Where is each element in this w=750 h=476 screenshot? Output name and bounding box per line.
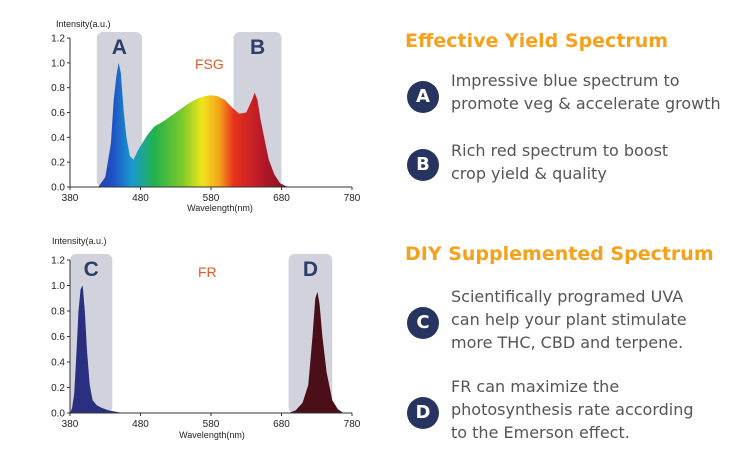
feature-text-d: FR can maximize the photosynthesis rate … [451, 377, 694, 442]
x-axis-label: Wavelength(nm) [187, 203, 253, 213]
x-ticks: 380 480 580 680 780 [62, 413, 361, 430]
x-tick-label: 780 [344, 193, 361, 204]
x-ticks: 380 480 580 680 780 [62, 187, 361, 204]
y-tick-label: 1.2 [51, 34, 65, 45]
x-tick-label: 380 [62, 419, 79, 430]
section-title-effective-yield: Effective Yield Spectrum [405, 30, 669, 52]
y-tick-label: 1.2 [51, 256, 65, 267]
description-panel: Effective Yield Spectrum A Impressive bl… [405, 0, 750, 476]
x-tick-label: 780 [344, 419, 361, 430]
y-tick-label: 0.4 [51, 133, 65, 144]
y-axis-label: Intensity(a.u.) [52, 236, 107, 246]
feature-text-c: Scientifically programed UVA can help yo… [451, 287, 687, 352]
y-ticks: 0.0 0.2 0.4 0.6 0.8 1.0 1.2 [51, 256, 70, 420]
feature-text-a: Impressive blue spectrum to promote veg … [451, 71, 721, 113]
y-tick-label: 0.6 [51, 332, 65, 343]
badge-a: A [407, 81, 439, 113]
y-tick-label: 0.4 [51, 358, 65, 369]
y-tick-label: 0.0 [51, 183, 65, 194]
y-tick-label: 0.2 [51, 158, 65, 169]
feature-item-a: A Impressive blue spectrum to promote ve… [405, 69, 750, 149]
x-tick-label: 580 [203, 419, 220, 430]
feature-item-b: B Rich red spectrum to boost crop yield … [405, 139, 750, 219]
y-tick-label: 0.0 [51, 409, 65, 420]
region-letter-c: C [84, 258, 99, 281]
region-letter-a: A [112, 36, 127, 59]
badge-b: B [407, 149, 439, 181]
y-axis-label: Intensity(a.u.) [56, 19, 111, 29]
region-letter-b: B [250, 36, 265, 59]
x-tick-label: 680 [273, 193, 290, 204]
region-letter-d: D [303, 258, 318, 281]
y-tick-label: 1.0 [51, 58, 65, 69]
chart-tag-fr: FR [198, 264, 217, 280]
spectrum-area-fsg [98, 62, 289, 187]
y-tick-label: 0.2 [51, 383, 65, 394]
chart-tag-fsg: FSG [195, 56, 224, 72]
feature-item-d: D FR can maximize the photosynthesis rat… [405, 375, 750, 455]
y-tick-label: 0.6 [51, 108, 65, 119]
x-tick-label: 580 [203, 193, 220, 204]
feature-text-b: Rich red spectrum to boost crop yield & … [451, 141, 669, 183]
spectrum-peak-uva [70, 285, 123, 413]
x-axis-label: Wavelength(nm) [179, 430, 245, 440]
x-tick-label: 680 [273, 419, 290, 430]
y-tick-label: 1.0 [51, 281, 65, 292]
spectrum-areas-fr [70, 285, 344, 413]
x-tick-label: 380 [62, 193, 79, 204]
y-ticks: 0.0 0.2 0.4 0.6 0.8 1.0 1.2 [51, 34, 70, 194]
x-tick-label: 480 [132, 193, 149, 204]
feature-item-c: C Scientifically programed UVA can help … [405, 285, 750, 365]
section-title-diy-supplemented: DIY Supplemented Spectrum [405, 243, 714, 265]
y-tick-label: 0.8 [51, 307, 65, 318]
badge-d: D [407, 397, 439, 429]
y-tick-label: 0.8 [51, 83, 65, 94]
x-tick-label: 480 [132, 419, 149, 430]
spectrum-peak-far-red [288, 291, 344, 413]
badge-c: C [407, 307, 439, 339]
